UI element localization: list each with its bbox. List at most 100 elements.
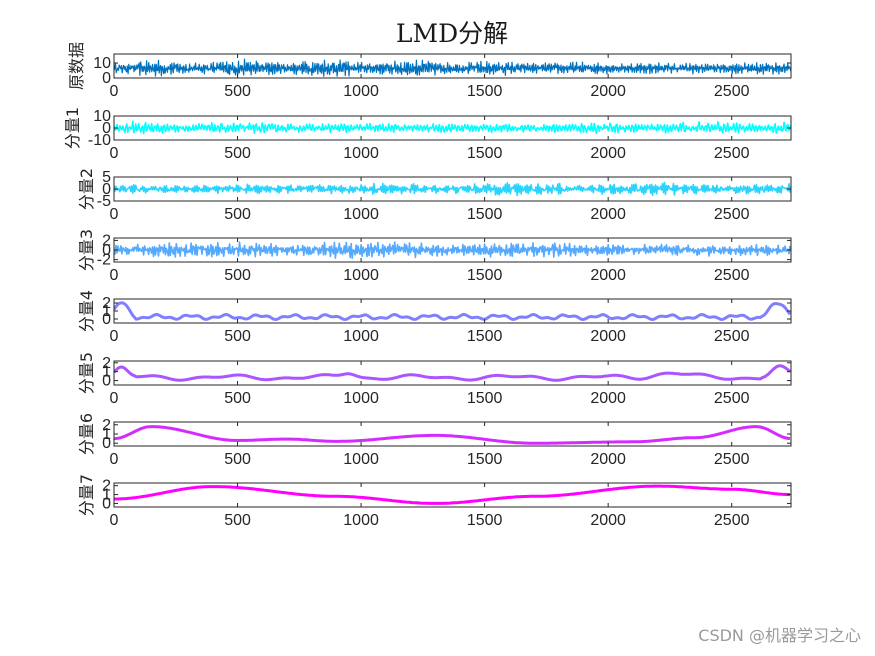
x-tick-label: 2500 [714,267,750,284]
y-tick-label: 0 [102,242,111,259]
x-tick-label: 2500 [714,451,750,468]
watermark: CSDN @机器学习之心 [698,626,861,645]
series-line-7 [114,484,791,505]
y-tick-label: 10 [93,55,111,72]
x-tick-label: 2000 [590,328,626,345]
axes-box-4 [113,298,792,324]
x-tick-label: 0 [110,328,119,345]
axes-box-0 [113,53,792,79]
x-tick-label: 1000 [343,206,379,223]
series-line-4 [114,301,791,321]
x-tick-label: 1500 [467,451,503,468]
x-tick-label: 500 [224,390,251,407]
x-tick-label: 2000 [590,267,626,284]
x-tick-label: 0 [110,451,119,468]
x-tick-label: 500 [224,145,251,162]
x-tick-label: 2000 [590,83,626,100]
x-tick-label: 500 [224,206,251,223]
series-line-6 [114,425,791,445]
x-tick-label: 0 [110,512,119,529]
x-tick-label: 1500 [467,390,503,407]
y-tick-label: 5 [102,169,111,186]
x-tick-label: 2500 [714,206,750,223]
series-line-0 [114,58,791,77]
x-tick-label: 500 [224,267,251,284]
x-tick-label: 2000 [590,390,626,407]
y-tick-label: 1 [102,487,111,504]
y-tick-label: 0 [102,435,111,452]
series-line-5 [114,364,791,382]
y-axis-label: 分量2 [77,168,96,210]
y-axis-label: 原数据 [67,42,86,90]
y-tick-label: 0 [102,120,111,137]
y-tick-label: 10 [93,108,111,125]
x-tick-label: 1500 [467,267,503,284]
axes-box-6 [113,421,792,447]
y-axis-label: 分量5 [77,352,96,394]
y-axis-label: 分量1 [63,107,82,149]
x-tick-label: 0 [110,145,119,162]
axes-box-5 [113,360,792,386]
x-tick-label: 2000 [590,512,626,529]
x-tick-label: 1000 [343,390,379,407]
x-tick-label: 1000 [343,83,379,100]
x-tick-label: 1000 [343,267,379,284]
x-tick-label: 2000 [590,206,626,223]
x-tick-label: 1500 [467,512,503,529]
y-tick-label: 2 [102,417,111,434]
x-tick-label: 2000 [590,145,626,162]
y-tick-label: 2 [102,232,111,249]
x-tick-label: 1000 [343,145,379,162]
y-axis-label: 分量7 [77,474,96,516]
y-tick-label: 0 [102,181,111,198]
y-tick-label: 2 [102,478,111,495]
x-tick-label: 0 [110,206,119,223]
x-tick-label: 2500 [714,512,750,529]
x-tick-label: 0 [110,390,119,407]
y-tick-label: -10 [88,132,111,149]
y-tick-label: -2 [97,252,111,269]
x-tick-label: 2500 [714,83,750,100]
x-tick-label: 500 [224,328,251,345]
x-tick-label: 1500 [467,145,503,162]
x-tick-label: 1500 [467,206,503,223]
y-axis-label: 分量3 [77,229,96,271]
series-line-2 [114,181,791,197]
x-tick-label: 1500 [467,83,503,100]
x-tick-label: 1000 [343,512,379,529]
y-tick-label: 1 [102,303,111,320]
x-tick-label: 500 [224,83,251,100]
x-tick-label: 2500 [714,390,750,407]
x-tick-label: 0 [110,83,119,100]
x-tick-label: 1000 [343,328,379,345]
y-tick-label: 0 [102,495,111,512]
y-tick-label: 1 [102,364,111,381]
x-tick-label: 500 [224,451,251,468]
y-tick-label: 2 [102,355,111,372]
x-tick-label: 2500 [714,145,750,162]
y-tick-label: 0 [102,70,111,87]
figure-title: LMD分解 [396,19,508,48]
x-tick-label: 1000 [343,451,379,468]
y-tick-label: 0 [102,311,111,328]
x-tick-label: 0 [110,267,119,284]
y-tick-label: 0 [102,373,111,390]
series-line-3 [114,241,791,260]
y-tick-label: -5 [97,193,111,210]
y-tick-label: 2 [102,295,111,312]
y-axis-label: 分量6 [77,413,96,455]
y-tick-label: 1 [102,426,111,443]
x-tick-label: 500 [224,512,251,529]
x-tick-label: 2000 [590,451,626,468]
series-line-1 [114,120,791,135]
y-axis-label: 分量4 [77,290,96,332]
